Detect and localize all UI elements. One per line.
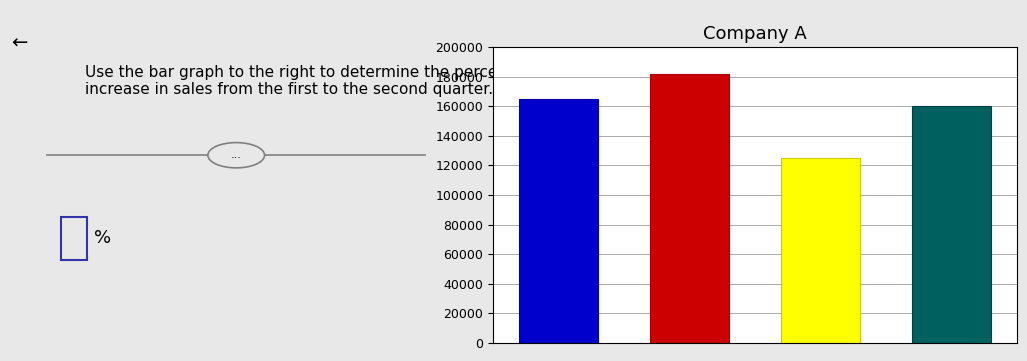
Text: ←: ← [10, 34, 27, 53]
Bar [650, 74, 729, 343]
Text: ...: ... [231, 150, 241, 160]
Ellipse shape [207, 143, 265, 168]
Bar [912, 106, 990, 343]
Text: Use the bar graph to the right to determine the percent of
increase in sales fro: Use the bar graph to the right to determ… [85, 65, 533, 97]
Bar [782, 158, 860, 343]
Title: Company A: Company A [702, 25, 807, 43]
Bar [520, 99, 598, 343]
Text: %: % [94, 229, 112, 247]
FancyBboxPatch shape [62, 217, 87, 260]
